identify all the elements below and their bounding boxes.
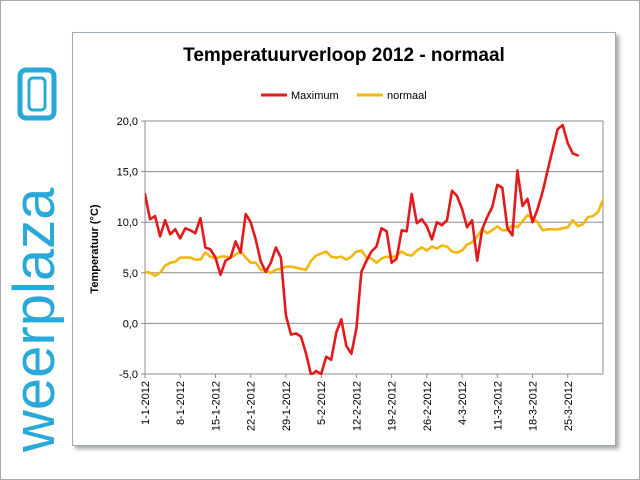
x-tick-label: 5-2-2012 — [316, 381, 328, 425]
y-tick-label: 10,0 — [117, 217, 138, 229]
weerplaza-logo-text: weerplaza — [8, 187, 64, 453]
x-tick-label: 4-3-2012 — [457, 381, 469, 425]
y-tick-label: 20,0 — [117, 116, 138, 128]
y-axis-label: Temperatuur (°C) — [89, 204, 101, 293]
x-tick-label: 15-1-2012 — [210, 381, 222, 431]
y-tick-label: 15,0 — [117, 167, 138, 179]
x-tick-label: 22-1-2012 — [246, 381, 258, 431]
x-tick-label: 8-1-2012 — [175, 381, 187, 425]
y-tick-label: 0,0 — [123, 318, 138, 330]
legend-label: Maximum — [291, 90, 339, 102]
axes: -5,0 0,0 5,0 10,0 15,0 20,0 1-1-2012 8-1-2012 15… — [117, 116, 604, 431]
legend: Maximum normaal — [261, 90, 427, 102]
legend-item-maximum: Maximum — [261, 90, 339, 102]
series-line-maximum — [145, 123, 580, 375]
chart-panel: Temperatuurverloop 2012 - normaal -5,0 0,… — [72, 32, 616, 446]
series-lines — [145, 123, 603, 375]
y-tick-label: -5,0 — [119, 369, 138, 381]
weerplaza-logo: weerplaza — [8, 67, 64, 453]
line-chart: -5,0 0,0 5,0 10,0 15,0 20,0 1-1-2012 8-1-2012 15… — [89, 90, 604, 431]
x-tick-label: 12-2-2012 — [351, 381, 363, 431]
x-tick-label: 1-1-2012 — [140, 381, 152, 425]
x-tick-label: 11-3-2012 — [492, 381, 504, 430]
chart-title: Temperatuurverloop 2012 - normaal — [183, 45, 505, 66]
x-tick-label: 18-3-2012 — [528, 381, 540, 431]
legend-item-normaal: normaal — [357, 90, 427, 102]
x-tick-label: 25-3-2012 — [563, 381, 575, 431]
plot-area — [144, 120, 604, 375]
legend-label: normaal — [387, 90, 427, 102]
x-tick-label: 19-2-2012 — [387, 381, 399, 431]
y-tick-label: 5,0 — [123, 268, 138, 280]
x-tick-label: 26-2-2012 — [422, 381, 434, 431]
weerplaza-logo-icon — [17, 67, 57, 121]
x-tick-label: 29-1-2012 — [281, 381, 293, 431]
